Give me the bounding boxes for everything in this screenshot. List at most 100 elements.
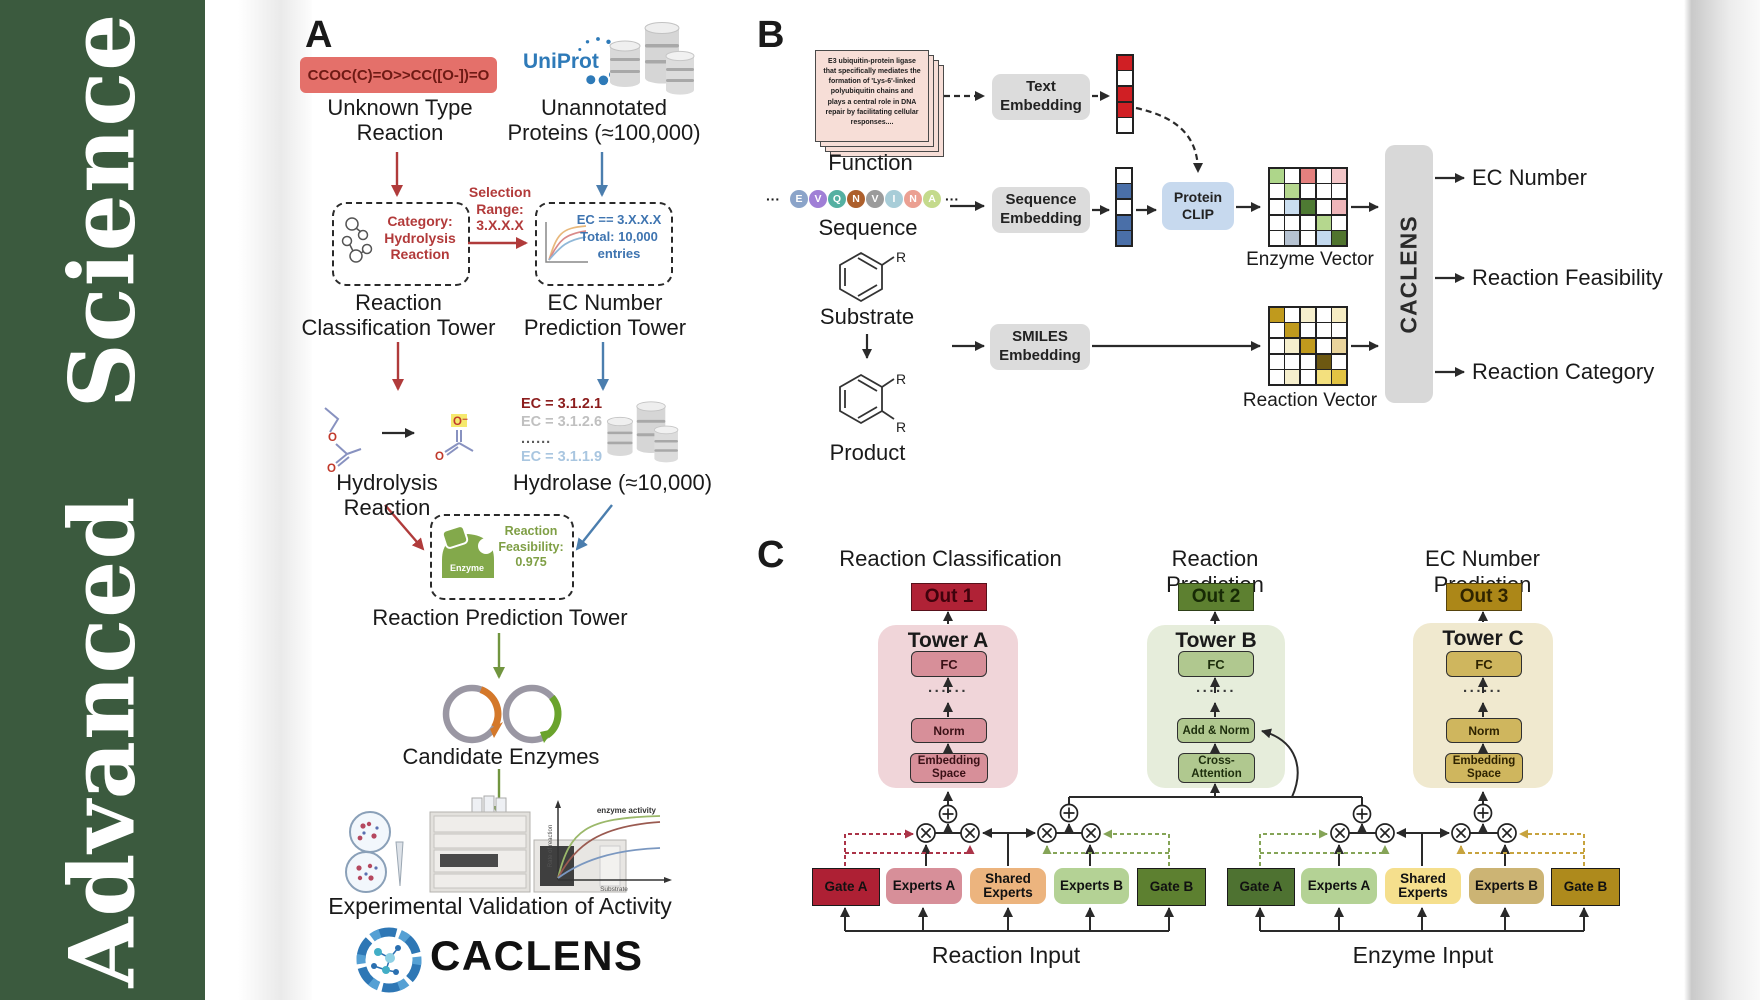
ec-item: ......	[521, 431, 552, 447]
tower-a-embedding-box: Embedding Space	[910, 753, 988, 783]
output-ec-number: EC Number	[1472, 165, 1587, 190]
sequence-token: V	[809, 190, 827, 208]
svg-text:O: O	[435, 451, 444, 463]
matrix-cell	[1332, 168, 1347, 183]
caclens-wordmark: CACLENS	[430, 932, 644, 979]
tower-a-label: Tower A	[907, 629, 989, 652]
out1-box: Out 1	[911, 583, 987, 611]
database-icon	[609, 22, 695, 96]
enzyme-vector-label: Enzyme Vector	[1246, 249, 1374, 270]
experimental-validation-label: Experimental Validation of Activity	[328, 893, 672, 919]
svg-text:O⁻: O⁻	[453, 416, 468, 428]
sequence-label: Sequence	[818, 215, 918, 240]
page-fold-shadow-left	[238, 0, 312, 1000]
smiles-embedding-box: SMILES Embedding	[990, 324, 1090, 370]
enzyme-experts-a-box: Experts A	[1301, 868, 1377, 904]
tower-a-fc-box: FC	[911, 651, 987, 677]
r-label: R	[896, 371, 906, 387]
matrix-cell	[1300, 338, 1316, 354]
moe-operators	[916, 803, 1517, 843]
tower-b-addnorm-box: Add & Norm	[1177, 718, 1255, 743]
reaction-vector-matrix	[1268, 306, 1348, 386]
matrix-cell	[1332, 354, 1347, 369]
hydrolysis-reaction-label: Hydrolysis Reaction	[336, 470, 438, 520]
matrix-cell	[1316, 338, 1331, 354]
matrix-cell	[1332, 338, 1347, 354]
out3-box: Out 3	[1446, 583, 1522, 611]
matrix-cell	[1300, 231, 1316, 246]
sequence-token: Q	[828, 190, 846, 208]
sequence-token: N	[847, 190, 865, 208]
matrix-cell	[1269, 168, 1284, 183]
ec-number-prediction-tower-label: EC Number Prediction Tower	[523, 290, 687, 340]
matrix-cell	[1269, 338, 1284, 354]
vector-cell	[1116, 231, 1132, 246]
enzyme-input-label: Enzyme Input	[1352, 942, 1494, 968]
vector-cell	[1116, 168, 1132, 183]
matrix-cell	[1316, 199, 1331, 215]
unannotated-proteins-label: Unannotated Proteins (≈100,000)	[507, 95, 701, 145]
sequence-ellipsis: ···	[766, 191, 780, 207]
matrix-cell	[1269, 215, 1284, 230]
category-label: Category: Hydrolysis Reaction	[384, 213, 456, 263]
reaction-gate-a-box: Gate A	[812, 868, 880, 906]
enzyme-gate-a-box: Gate A	[1227, 868, 1295, 906]
hplc-machine-icon	[429, 795, 627, 893]
matrix-cell	[1269, 231, 1284, 246]
product-molecule	[839, 373, 895, 425]
tower-b-dots: ......	[1195, 679, 1236, 696]
matrix-cell	[1300, 199, 1316, 215]
matrix-cell	[1269, 354, 1284, 369]
matrix-cell	[1316, 370, 1331, 385]
vector-cell	[1117, 118, 1133, 133]
caclens-model-box: CACLENS	[1385, 145, 1433, 403]
svg-text:O: O	[328, 432, 337, 444]
svg-text:UniProt: UniProt	[523, 50, 599, 73]
atom-labels: O O O⁻ O	[327, 416, 468, 475]
tower-b-fc-box: FC	[1178, 651, 1254, 677]
matrix-cell	[1300, 307, 1316, 322]
function-label: Function	[828, 150, 913, 175]
vector-cell	[1116, 184, 1132, 199]
page-fold-shadow-right	[1684, 0, 1760, 1000]
matrix-cell	[1269, 323, 1284, 338]
plasmid-icons	[442, 684, 562, 744]
matrix-cell	[1285, 168, 1300, 183]
matrix-cell	[1316, 184, 1331, 199]
enzyme-experts-b-box: Experts B	[1469, 868, 1544, 904]
panel-b-label: B	[757, 14, 785, 56]
caclens-model-label: CACLENS	[1395, 214, 1422, 334]
tower-c-label: Tower C	[1442, 627, 1524, 650]
matrix-cell	[1300, 215, 1316, 230]
r-label: R	[896, 249, 906, 265]
output-reaction-feasibility: Reaction Feasibility	[1472, 265, 1663, 290]
matrix-cell	[1285, 307, 1300, 322]
matrix-cell	[1332, 231, 1347, 246]
enzyme-gate-b-box: Gate B	[1551, 868, 1620, 906]
matrix-cell	[1332, 307, 1347, 322]
ec-selection-dashed-box	[535, 202, 673, 286]
candidate-enzymes-label: Candidate Enzymes	[402, 744, 600, 769]
well-plate-icon	[345, 811, 404, 893]
reaction-input-label: Reaction Input	[931, 942, 1081, 968]
matrix-cell	[1332, 199, 1347, 215]
matrix-cell	[1269, 370, 1284, 385]
matrix-cell	[1300, 354, 1316, 369]
matrix-cell	[1269, 199, 1284, 215]
panel-a-label: A	[305, 14, 333, 56]
ec-number-list: EC = 3.1.2.1 EC = 3.1.2.6 ...... EC = 3.…	[521, 396, 602, 466]
matrix-cell	[1285, 231, 1300, 246]
tower-a-norm-box: Norm	[911, 718, 987, 743]
ec-item: EC = 3.1.2.1	[521, 396, 603, 412]
sequence-token: N	[904, 190, 922, 208]
reaction-classification-tower-label: Reaction Classification Tower	[301, 290, 496, 340]
matrix-cell	[1332, 184, 1347, 199]
matrix-cell	[1300, 370, 1316, 385]
matrix-cell	[1285, 184, 1300, 199]
matrix-cell	[1332, 215, 1347, 230]
matrix-cell	[1300, 168, 1316, 183]
journal-sidebar: Advanced Science	[0, 0, 205, 1000]
matrix-cell	[1316, 323, 1331, 338]
